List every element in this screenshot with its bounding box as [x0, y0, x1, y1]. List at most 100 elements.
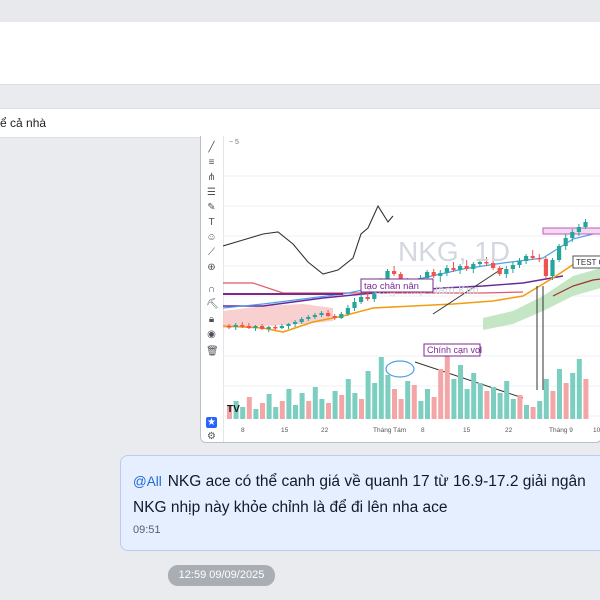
candle-body [504, 269, 509, 274]
volume-bar [438, 369, 444, 419]
candle-body [227, 326, 232, 328]
volume-bar [418, 401, 424, 419]
settings-icon[interactable]: ⚙ [207, 431, 216, 442]
volume-bar [411, 385, 417, 419]
candle-body [583, 222, 588, 227]
eye-icon[interactable]: ◉ [207, 329, 216, 340]
candle-body [425, 272, 430, 278]
volume-bar [266, 394, 272, 419]
red-cloud [223, 304, 333, 328]
window-top-bar [0, 0, 600, 22]
volume-bar [326, 403, 331, 419]
candle-body [266, 327, 271, 329]
x-tick-label: 8 [241, 427, 245, 434]
volume-bar [233, 401, 239, 419]
volume-bar [477, 383, 483, 419]
candle-body [563, 238, 568, 246]
candle-body [372, 290, 377, 299]
volume-bar [227, 405, 232, 419]
volume-bar [425, 389, 430, 419]
candle-body [332, 316, 337, 318]
candle-body [510, 265, 515, 269]
volume-bar [286, 389, 292, 419]
horizontal-lines-icon[interactable]: ≡ [208, 157, 215, 168]
candle-body [253, 326, 258, 328]
candle-body [458, 266, 463, 270]
volume-bar [378, 357, 384, 419]
volume-bar [484, 391, 490, 419]
volume-bar [372, 383, 378, 419]
x-tick-label: 15 [463, 427, 471, 434]
pinned-message-text: ể cả nhà [0, 116, 47, 130]
annotation-support: tạo chân nân [364, 281, 419, 292]
trash-icon[interactable]: 🗑︎ [206, 346, 219, 357]
volume-bar [332, 391, 338, 419]
magnet-icon[interactable]: ∩ [207, 284, 216, 295]
candle-body [530, 256, 535, 258]
x-tick-label: Tháng Tám [373, 427, 406, 434]
brush-icon[interactable]: ✎ [207, 202, 216, 213]
candle-body [491, 263, 496, 268]
volume-bar [345, 379, 351, 419]
candle-body [326, 313, 331, 316]
volume-bar [464, 389, 470, 419]
message-bubble[interactable]: @All NKG ace có thể canh giá về quanh 17 … [120, 455, 600, 551]
volume-bar [491, 387, 496, 419]
pinned-message-bar[interactable]: ể cả nhà [0, 108, 600, 138]
top-value-label: ~ 5 [229, 139, 239, 146]
candle-body [319, 313, 324, 315]
volume-bar [253, 409, 259, 419]
red-line [223, 282, 524, 294]
emoji-icon[interactable]: ☺ [206, 232, 217, 243]
candle-body [464, 266, 469, 269]
candle-body [550, 260, 555, 276]
x-tick-label: 8 [421, 427, 425, 434]
annotation-volume: Chính cạn vol [427, 345, 482, 355]
candle-body [438, 273, 443, 276]
favorite-star-icon[interactable]: ★ [206, 417, 217, 428]
arrow-to-support [432, 267, 504, 315]
trend-line-icon[interactable]: ╱ [208, 142, 215, 153]
volume-bar [530, 407, 536, 419]
volume-bar [576, 359, 582, 419]
volume-bar [392, 389, 397, 419]
candle-body [306, 317, 311, 319]
volume-bar [524, 405, 529, 419]
lock-icon[interactable]: 🔒︎ [208, 314, 215, 325]
candle-body [365, 297, 370, 299]
volume-bar [504, 381, 510, 419]
volume-bar [319, 399, 325, 419]
candle-body [576, 227, 581, 232]
candle-body [273, 327, 278, 329]
volume-bar [497, 393, 503, 419]
mention-all[interactable]: @All [133, 474, 162, 489]
fib-retracement-icon[interactable]: ☰ [207, 187, 216, 198]
volume-bar [240, 407, 246, 419]
volume-bar [570, 373, 576, 419]
candle-body [345, 308, 350, 314]
x-tick-label: 22 [505, 427, 513, 434]
volume-bar [398, 399, 404, 419]
text-tool-icon[interactable]: T [208, 217, 215, 228]
pitchfork-icon[interactable]: ⋔ [207, 172, 216, 183]
candle-body [431, 272, 436, 276]
volume-circle [385, 360, 415, 378]
ruler-icon[interactable]: ⟋ [208, 247, 215, 258]
volume-bar [299, 393, 305, 419]
candle-body [233, 325, 238, 327]
volume-bar [458, 365, 463, 419]
candle-body [398, 274, 403, 280]
stay-drawing-icon[interactable]: ⛏ [206, 299, 219, 310]
volume-bar [359, 399, 364, 419]
volume-bar [451, 379, 457, 419]
candle-body [524, 256, 529, 261]
volume-bar [246, 397, 252, 419]
message-line-1: NKG ace có thể canh giá về quanh 17 từ 1… [167, 473, 586, 490]
ichimoku-cloud [483, 268, 600, 330]
zoom-icon[interactable]: ⊕ [207, 262, 216, 273]
candle-body [517, 261, 522, 265]
dark-red-line [552, 278, 600, 297]
candle-body [286, 324, 291, 326]
volume-bar [339, 395, 345, 419]
chart-image[interactable]: ╱ ≡ ⋔ ☰ ✎ T ☺ ⟋ ⊕ ∩ ⛏ 🔒︎ ◉ 🗑︎ ★ ⚙ [200, 136, 600, 443]
